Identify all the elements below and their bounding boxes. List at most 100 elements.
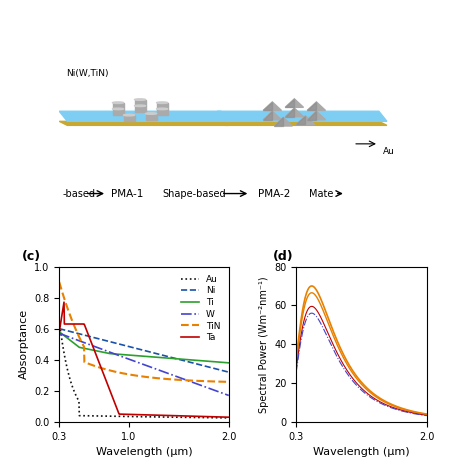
Au <box>148 414 154 419</box>
W <box>137 360 143 366</box>
Ti <box>137 353 143 359</box>
Polygon shape <box>263 102 282 110</box>
Ti <box>226 360 232 365</box>
Line: TiN: TiN <box>59 282 229 382</box>
Bar <box>124 115 135 121</box>
Polygon shape <box>307 102 326 110</box>
TiN <box>195 378 201 384</box>
Ti <box>148 354 154 360</box>
TiN <box>222 379 228 384</box>
TiN <box>148 374 154 380</box>
Ti <box>56 329 62 335</box>
Ti <box>138 353 144 359</box>
Ellipse shape <box>112 102 124 103</box>
W <box>138 361 144 366</box>
W <box>195 382 201 387</box>
Au <box>137 414 143 419</box>
Polygon shape <box>307 102 317 110</box>
Ellipse shape <box>156 108 168 109</box>
Ni <box>137 346 143 352</box>
Ni <box>157 352 163 357</box>
Y-axis label: Spectral Power (Wm⁻²nm⁻¹): Spectral Power (Wm⁻²nm⁻¹) <box>258 276 269 412</box>
Au <box>157 414 163 420</box>
Text: (c): (c) <box>22 250 41 264</box>
Bar <box>112 109 124 115</box>
TiN <box>138 374 144 379</box>
Text: Shape-based: Shape-based <box>162 189 226 199</box>
TiN <box>56 279 62 285</box>
Ni <box>226 369 232 375</box>
Ellipse shape <box>135 105 146 107</box>
Y-axis label: Absorptance: Absorptance <box>18 309 28 379</box>
Ti <box>195 357 201 363</box>
Polygon shape <box>285 99 294 107</box>
Polygon shape <box>307 111 317 120</box>
Ni <box>138 347 144 353</box>
Polygon shape <box>285 108 303 117</box>
Ni <box>56 326 62 331</box>
Ti <box>157 355 163 360</box>
TiN <box>137 373 143 379</box>
Bar <box>146 114 156 120</box>
Ellipse shape <box>156 102 168 103</box>
Line: Ni: Ni <box>59 328 229 372</box>
Bar <box>156 109 168 115</box>
Line: W: W <box>59 333 229 395</box>
Polygon shape <box>274 118 292 126</box>
Au <box>138 414 144 419</box>
Text: PMA-1: PMA-1 <box>110 189 143 199</box>
Ta <box>138 412 144 418</box>
Polygon shape <box>217 121 387 125</box>
TiN <box>157 375 163 381</box>
Polygon shape <box>296 116 315 125</box>
Polygon shape <box>307 111 326 120</box>
Polygon shape <box>263 111 282 120</box>
Ta <box>158 412 164 418</box>
Ellipse shape <box>112 108 124 109</box>
Line: Au: Au <box>59 321 229 418</box>
Ta <box>222 414 228 420</box>
W <box>157 368 163 374</box>
X-axis label: Wavelength (μm): Wavelength (μm) <box>96 447 192 457</box>
Polygon shape <box>285 99 303 107</box>
Text: -based: -based <box>63 189 96 199</box>
Ellipse shape <box>146 113 156 114</box>
Ta <box>148 412 154 418</box>
Polygon shape <box>59 121 229 125</box>
Bar <box>135 106 146 112</box>
Polygon shape <box>274 118 283 126</box>
Au <box>222 415 228 421</box>
W <box>222 391 228 397</box>
Polygon shape <box>263 102 272 110</box>
Polygon shape <box>285 108 294 117</box>
Text: Mate: Mate <box>309 189 333 199</box>
Line: Ti: Ti <box>59 332 229 363</box>
Text: PMA-2: PMA-2 <box>258 189 290 199</box>
Polygon shape <box>217 111 387 121</box>
Au <box>226 415 232 421</box>
Bar <box>135 100 146 106</box>
Line: Ta: Ta <box>59 302 229 417</box>
Legend: Au, Ni, Ti, W, TiN, Ta: Au, Ni, Ti, W, TiN, Ta <box>177 271 224 346</box>
Ellipse shape <box>135 99 146 100</box>
Bar <box>112 103 124 109</box>
Polygon shape <box>296 116 305 125</box>
Au <box>56 318 62 324</box>
Ta <box>226 414 232 420</box>
Au <box>195 415 201 420</box>
W <box>56 330 62 336</box>
W <box>148 365 154 370</box>
Ta <box>56 329 62 335</box>
W <box>226 392 232 398</box>
Ni <box>148 349 154 355</box>
Ti <box>222 360 228 365</box>
Text: Ni(W,TiN): Ni(W,TiN) <box>66 69 109 78</box>
Ellipse shape <box>124 114 135 116</box>
Ni <box>195 362 201 367</box>
X-axis label: Wavelength (μm): Wavelength (μm) <box>313 447 410 457</box>
TiN <box>226 379 232 385</box>
Ta <box>196 413 201 419</box>
Polygon shape <box>263 111 272 120</box>
Text: (d): (d) <box>273 250 293 264</box>
Ni <box>222 368 228 374</box>
